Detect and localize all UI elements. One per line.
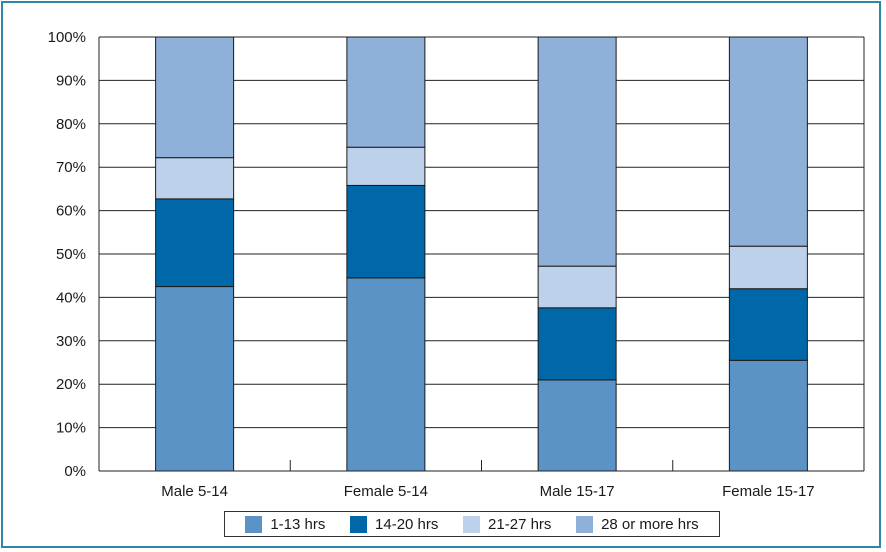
y-tick-label: 50% (56, 246, 86, 263)
legend-label: 1-13 hrs (270, 515, 326, 533)
y-tick-label: 10% (56, 420, 86, 437)
bar-segment (537, 36, 617, 267)
legend-swatch (350, 515, 368, 533)
axes (98, 37, 865, 472)
bar-segment (537, 379, 617, 472)
y-tick-label: 60% (56, 203, 86, 220)
bar-segment (728, 359, 808, 472)
x-tick-label: Male 15-17 (540, 483, 615, 500)
legend-item: 1-13 hrs (245, 515, 326, 533)
bar-segment (155, 36, 235, 159)
legend-item: 14-20 hrs (350, 515, 439, 533)
bar-segment (346, 146, 426, 186)
bar-segment (346, 277, 426, 472)
legend-item: 21-27 hrs (463, 515, 552, 533)
bar-segment (346, 36, 426, 148)
bar-segment (728, 245, 808, 290)
y-tick-label: 40% (56, 289, 86, 306)
legend-item: 28 or more hrs (576, 515, 699, 533)
bar-segment (155, 286, 235, 472)
bar-segment (537, 265, 617, 309)
legend-swatch (576, 515, 594, 533)
y-tick-label: 0% (64, 463, 86, 480)
y-tick-label: 70% (56, 159, 86, 176)
y-tick-label: 20% (56, 376, 86, 393)
bar-segment (728, 36, 808, 247)
bar-segment (537, 307, 617, 381)
bar-segment (346, 184, 426, 279)
x-tick-label: Female 15-17 (722, 483, 815, 500)
bars (155, 36, 808, 472)
y-tick-label: 100% (48, 29, 86, 46)
legend-swatch (463, 515, 481, 533)
x-tick-labels: Male 5-14 Female 5-14 Male 15-17 Female 15-… (161, 483, 814, 500)
bar-segment (155, 198, 235, 288)
legend-label: 14-20 hrs (375, 515, 439, 533)
y-tick-label: 80% (56, 116, 86, 133)
y-tick-label: 90% (56, 72, 86, 89)
x-tick-label: Male 5-14 (161, 483, 228, 500)
legend-label: 28 or more hrs (601, 515, 699, 533)
bar-segment (728, 288, 808, 361)
legend-label: 21-27 hrs (488, 515, 552, 533)
x-tick-label: Female 5-14 (344, 483, 428, 500)
y-tick-labels: 0% 10% 20% 30% 40% 50% 60% 70% 80% 90% 100% (48, 29, 86, 480)
legend-swatch (245, 515, 263, 533)
bar-segment (155, 157, 235, 200)
y-tick-label: 30% (56, 333, 86, 350)
legend: 1-13 hrs 14-20 hrs 21-27 hrs 28 or more hrs (224, 511, 720, 537)
